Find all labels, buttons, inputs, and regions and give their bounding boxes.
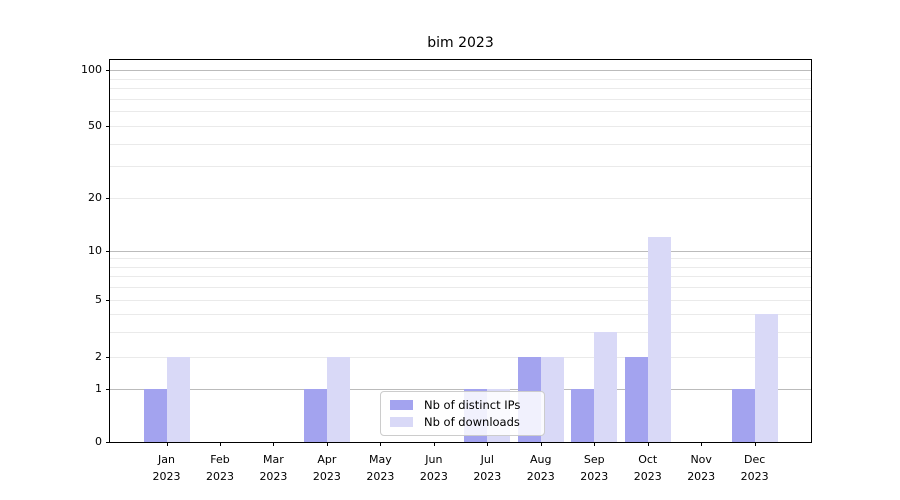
bar-apr-distinct-ips — [303, 389, 327, 442]
y-tick-label-0: 0 — [95, 435, 102, 448]
y-tick-label-10: 10 — [88, 244, 102, 257]
minor-gridline — [110, 198, 811, 199]
bar-apr-downloads — [326, 357, 350, 442]
x-tick-mark — [487, 442, 489, 446]
x-tick-label-sep: Sep 2023 — [580, 453, 609, 483]
minor-gridline — [110, 276, 811, 278]
minor-gridline — [110, 111, 811, 113]
major-gridline — [110, 251, 811, 252]
bar-jan-distinct-ips — [143, 389, 167, 442]
y-tick-label-2: 2 — [95, 350, 102, 363]
y-tick-label-1: 1 — [95, 382, 102, 395]
legend-entry-downloads: Nb of downloads — [390, 415, 538, 429]
x-tick-mark — [540, 442, 542, 446]
major-gridline — [110, 389, 811, 390]
plot-area — [106, 59, 812, 446]
y-tick-mark — [106, 389, 110, 390]
minor-gridline — [110, 287, 811, 289]
major-gridline — [110, 70, 811, 71]
legend: Nb of distinct IPs Nb of downloads — [380, 391, 545, 436]
minor-gridline — [110, 300, 811, 301]
bar-dec-distinct-ips — [731, 389, 755, 442]
bar-oct-distinct-ips — [624, 357, 648, 442]
x-tick-mark — [166, 442, 168, 446]
minor-gridline — [110, 166, 811, 168]
minor-gridline — [110, 357, 811, 358]
x-tick-mark — [647, 442, 649, 446]
x-tick-mark — [219, 442, 221, 446]
minor-gridline — [110, 98, 811, 100]
legend-swatch-downloads-icon — [390, 417, 413, 428]
x-tick-mark — [433, 442, 435, 446]
legend-entry-distinct-ips: Nb of distinct IPs — [390, 398, 538, 412]
x-tick-label-may: May 2023 — [366, 453, 395, 483]
x-tick-mark — [701, 442, 703, 446]
minor-gridline — [110, 126, 811, 127]
minor-gridline — [110, 88, 811, 90]
y-tick-mark — [106, 70, 110, 71]
x-tick-label-aug: Aug 2023 — [526, 453, 555, 483]
y-tick-label-50: 50 — [88, 119, 102, 132]
chart-title: bim 2023 — [427, 35, 494, 51]
y-tick-mark — [106, 442, 110, 443]
minor-gridline — [110, 266, 811, 268]
bar-aug-downloads — [540, 357, 564, 442]
minor-gridline — [110, 78, 811, 80]
bar-jan-downloads — [166, 357, 190, 442]
y-tick-mark — [106, 126, 110, 127]
legend-label-distinct-ips: Nb of distinct IPs — [424, 397, 521, 412]
bar-sep-downloads — [594, 331, 618, 442]
minor-gridline — [110, 143, 811, 145]
x-tick-mark — [594, 442, 596, 446]
bar-oct-downloads — [647, 237, 671, 442]
y-tick-mark — [106, 300, 110, 301]
y-tick-mark — [106, 198, 110, 199]
y-tick-label-100: 100 — [81, 63, 102, 76]
x-tick-mark — [273, 442, 275, 446]
y-tick-mark — [106, 357, 110, 358]
legend-label-downloads: Nb of downloads — [424, 415, 520, 430]
y-tick-label-20: 20 — [88, 191, 102, 204]
legend-swatch-distinct-ips-icon — [390, 399, 413, 410]
minor-gridline — [110, 258, 811, 260]
x-tick-label-apr: Apr 2023 — [312, 453, 341, 483]
x-tick-mark — [326, 442, 328, 446]
x-tick-mark — [754, 442, 756, 446]
minor-gridline — [110, 331, 811, 333]
x-tick-label-oct: Oct 2023 — [633, 453, 662, 483]
x-tick-label-jul: Jul 2023 — [473, 453, 502, 483]
bar-dec-downloads — [754, 313, 778, 442]
x-tick-label-jan: Jan 2023 — [152, 453, 181, 483]
x-tick-label-feb: Feb 2023 — [205, 453, 234, 483]
x-tick-label-jun: Jun 2023 — [419, 453, 448, 483]
minor-gridline — [110, 313, 811, 315]
bar-sep-distinct-ips — [571, 389, 595, 442]
y-tick-mark — [106, 251, 110, 252]
y-tick-label-5: 5 — [95, 293, 102, 306]
x-tick-label-dec: Dec 2023 — [740, 453, 769, 483]
x-tick-label-mar: Mar 2023 — [259, 453, 288, 483]
x-tick-mark — [380, 442, 382, 446]
x-tick-label-nov: Nov 2023 — [687, 453, 716, 483]
